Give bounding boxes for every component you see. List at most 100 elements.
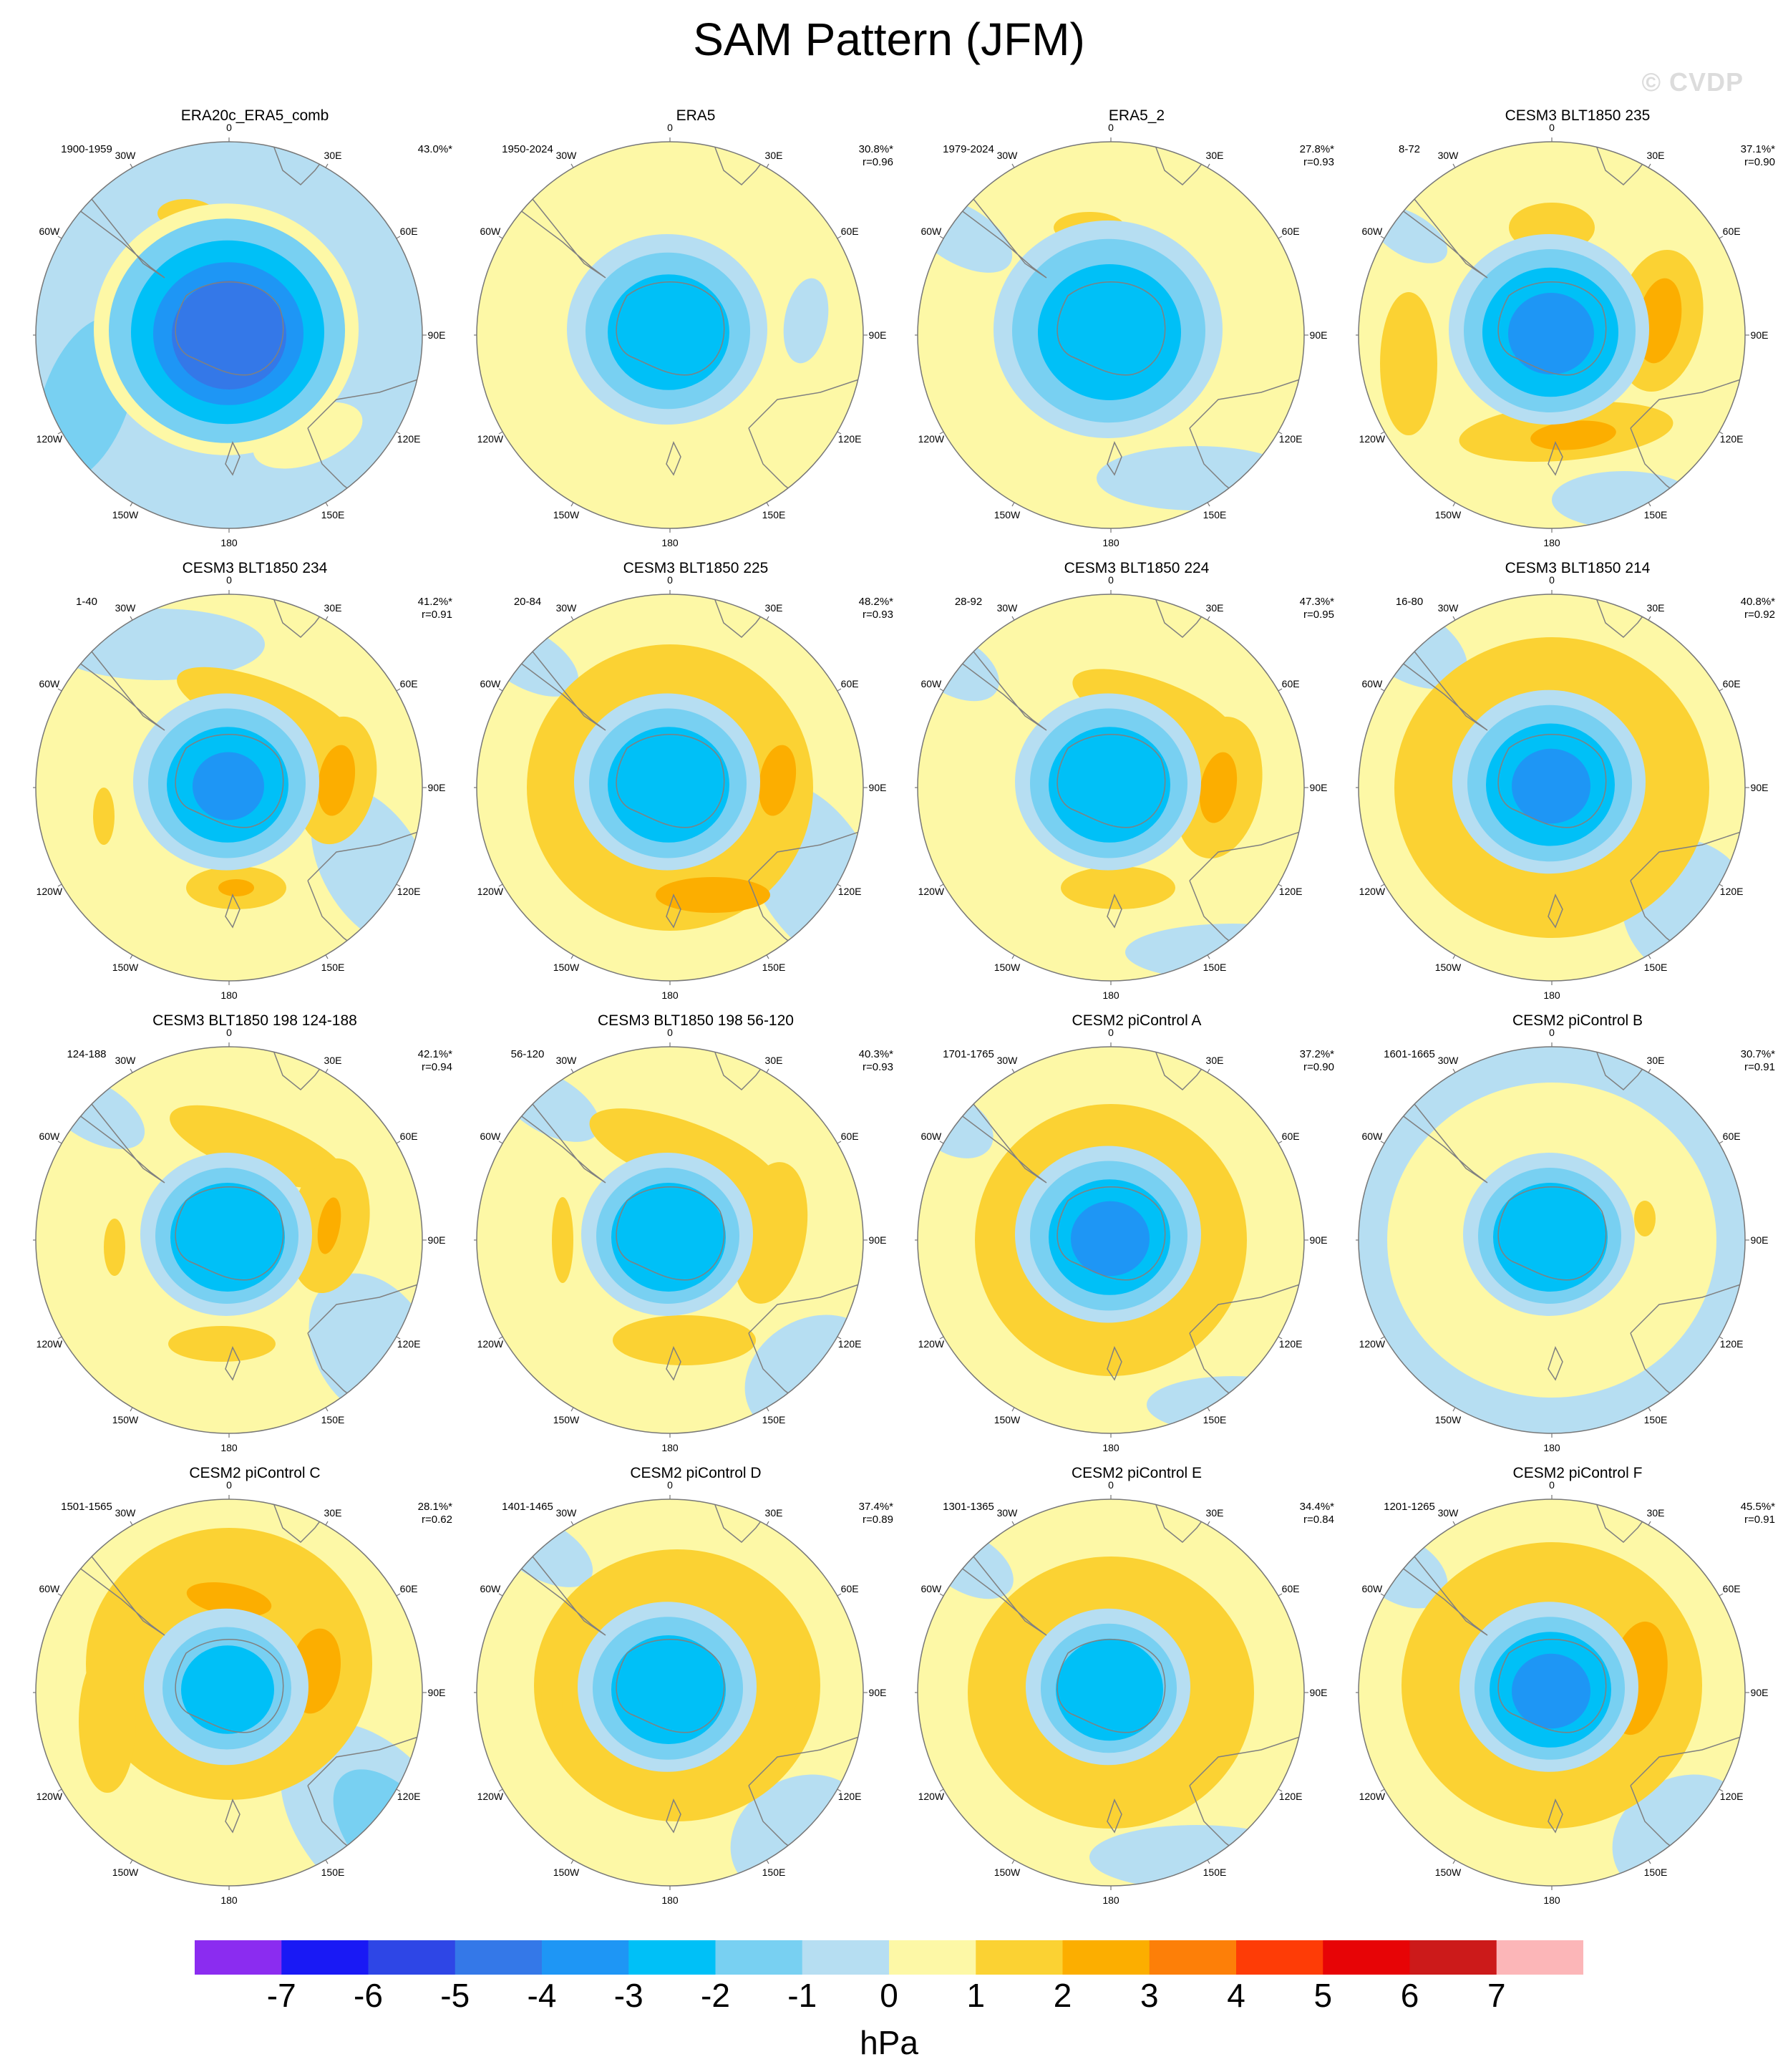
longitude-label: 90E xyxy=(428,1234,446,1246)
polar-map: 030E60E90E120E150E180150W120W90W60W30W xyxy=(915,1027,1327,1453)
longitude-tick xyxy=(130,1407,133,1412)
longitude-tick xyxy=(57,1336,62,1340)
contour-fill xyxy=(1199,752,1238,823)
south-america-coastline xyxy=(946,644,1047,731)
longitude-label: 90E xyxy=(1751,782,1769,793)
new-zealand-coastline xyxy=(1107,1346,1122,1381)
longitude-tick xyxy=(837,431,842,435)
longitude-tick xyxy=(1719,688,1724,692)
panel-title: CESM2 piControl E xyxy=(1071,1465,1203,1481)
contour-fill xyxy=(1380,292,1437,435)
panel-period: 1401-1465 xyxy=(502,1501,553,1513)
longitude-label: 150E xyxy=(1203,962,1227,973)
longitude-label: 150E xyxy=(321,1414,345,1425)
contour-fill xyxy=(656,877,770,913)
longitude-tick xyxy=(130,502,133,507)
longitude-label: 120W xyxy=(477,886,504,897)
longitude-label: 120W xyxy=(918,1338,945,1350)
longitude-tick xyxy=(1452,616,1456,621)
longitude-label: 0 xyxy=(667,1479,673,1491)
longitude-tick xyxy=(396,1336,401,1340)
new-zealand-coastline xyxy=(1548,894,1563,929)
panel-stats: 41.2%* r=0.91 xyxy=(374,596,452,621)
south-america-coastline xyxy=(946,191,1047,279)
colorbar-swatch xyxy=(715,1940,803,1975)
contour-fill xyxy=(50,609,265,680)
longitude-tick xyxy=(766,163,769,168)
longitude-tick xyxy=(498,1788,503,1792)
longitude-tick xyxy=(570,616,574,621)
longitude-label: 150W xyxy=(1435,962,1462,973)
contour-fill xyxy=(732,1162,808,1304)
variance-explained: 37.1%* xyxy=(1740,143,1775,155)
colorbar xyxy=(195,1940,1583,1975)
variance-explained: 43.0%* xyxy=(417,143,452,155)
pattern-correlation: r=0.89 xyxy=(863,1514,893,1526)
longitude-label: 30E xyxy=(324,1507,342,1519)
panel-stats: 42.1%* r=0.94 xyxy=(374,1048,452,1074)
contour-fill xyxy=(1038,264,1181,400)
longitude-tick xyxy=(837,1788,842,1792)
map-panel: CESM3 BLT1850 198 56-120 56-120 40.3%* r=0.… xyxy=(474,1012,918,1471)
polar-map: 030E60E90E120E150E180150W120W90W60W30W xyxy=(1356,1479,1769,1906)
longitude-tick xyxy=(498,688,503,692)
longitude-tick xyxy=(1011,1068,1015,1073)
pattern-correlation: r=0.62 xyxy=(422,1514,452,1526)
south-america-coastline xyxy=(505,191,606,279)
colorbar-tick-label: -1 xyxy=(787,1977,817,2014)
colorbar-tick-label: 6 xyxy=(1400,1977,1419,2014)
longitude-label: 120E xyxy=(397,1338,421,1350)
new-zealand-coastline xyxy=(1107,1799,1122,1834)
longitude-label: 150E xyxy=(762,1867,786,1878)
antarctica-coastline xyxy=(175,734,284,828)
longitude-tick xyxy=(325,1068,329,1073)
south-america-coastline xyxy=(1386,1096,1488,1183)
south-america-coastline xyxy=(1386,644,1488,731)
longitude-label: 30E xyxy=(765,1507,783,1519)
colorbar-swatch xyxy=(1409,1940,1497,1975)
longitude-label: 150W xyxy=(553,962,580,973)
south-america-coastline xyxy=(946,1549,1047,1636)
longitude-tick xyxy=(1719,1336,1724,1340)
longitude-label: 0 xyxy=(1108,1027,1114,1038)
contour-fill xyxy=(1493,1183,1608,1292)
panel-period: 1301-1365 xyxy=(943,1501,994,1513)
longitude-label: 120E xyxy=(397,1791,421,1802)
antarctica-coastline xyxy=(616,1186,725,1281)
variance-explained: 42.1%* xyxy=(417,1048,452,1060)
longitude-label: 120E xyxy=(1279,1791,1303,1802)
longitude-tick xyxy=(1278,1788,1283,1792)
longitude-tick xyxy=(1452,1407,1456,1412)
pattern-correlation: r=0.93 xyxy=(863,609,893,621)
longitude-tick xyxy=(57,1593,62,1597)
variance-explained: 48.2%* xyxy=(858,596,893,608)
longitude-label: 30W xyxy=(115,1055,137,1066)
antarctica-coastline xyxy=(1497,734,1607,828)
new-zealand-coastline xyxy=(666,1799,681,1834)
antarctica-coastline xyxy=(616,281,725,376)
panel-stats: 47.3%* r=0.95 xyxy=(1255,596,1334,621)
longitude-tick xyxy=(130,163,133,168)
longitude-label: 30W xyxy=(556,1055,578,1066)
colorbar-swatch xyxy=(976,1940,1063,1975)
panel-period: 56-120 xyxy=(510,1048,545,1060)
contour-fill xyxy=(93,788,115,845)
longitude-label: 150W xyxy=(994,1414,1021,1425)
panel-title: CESM2 piControl D xyxy=(630,1465,762,1481)
longitude-label: 150E xyxy=(1644,962,1668,973)
longitude-label: 90E xyxy=(1751,1687,1769,1698)
panel-title: CESM3 BLT1850 198 124-188 xyxy=(152,1012,357,1029)
longitude-label: 150W xyxy=(1435,1867,1462,1878)
panel-period: 1201-1265 xyxy=(1384,1501,1435,1513)
polar-map: 030E60E90E120E150E180150W120W90W60W30W xyxy=(33,122,445,548)
longitude-label: 90E xyxy=(1310,1687,1328,1698)
longitude-tick xyxy=(837,1141,842,1144)
longitude-tick xyxy=(939,688,944,692)
longitude-label: 180 xyxy=(661,989,679,1001)
longitude-label: 0 xyxy=(667,574,673,586)
watermark: © CVDP xyxy=(1641,67,1744,97)
colorbar-swatch xyxy=(1236,1940,1323,1975)
variance-explained: 28.1%* xyxy=(417,1501,452,1513)
panel-stats: 40.8%* r=0.92 xyxy=(1696,596,1775,621)
new-zealand-coastline xyxy=(1548,1799,1563,1834)
